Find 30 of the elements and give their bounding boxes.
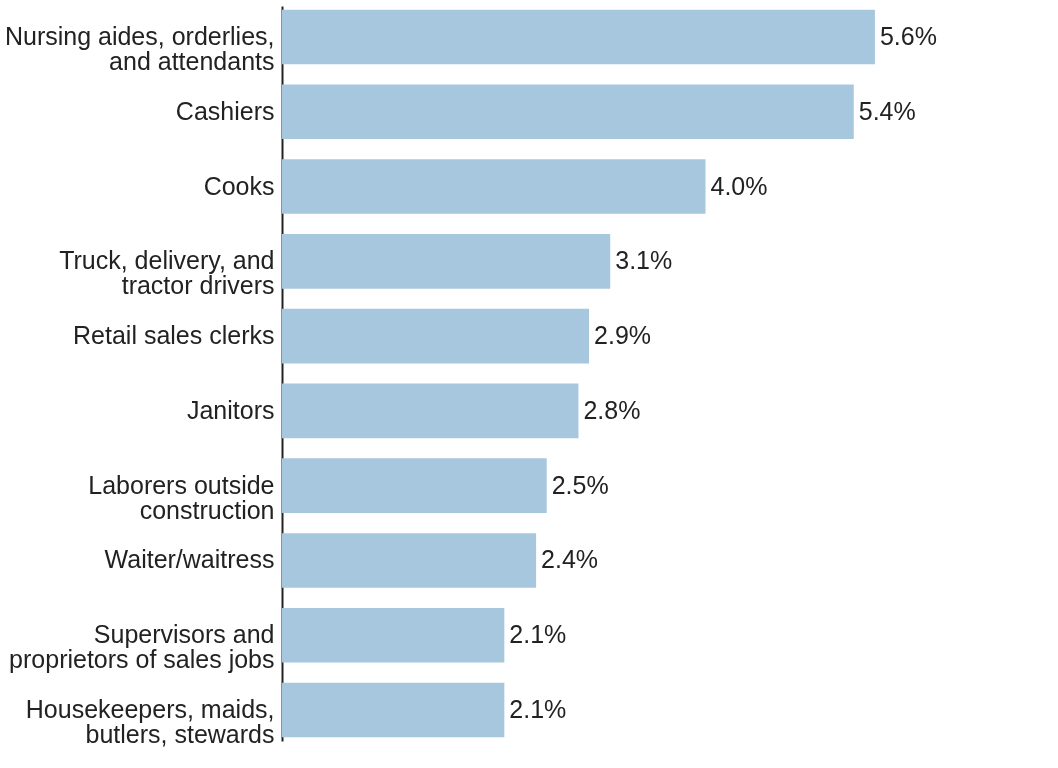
data-label: 3.1% <box>615 246 673 275</box>
data-label: 5.6% <box>879 22 937 51</box>
y-tick-label: Waiter/waitress <box>104 545 275 574</box>
data-label: 2.8% <box>583 395 641 424</box>
y-tick-label: Laborers outside construction <box>88 470 275 524</box>
data-label: 2.4% <box>541 545 599 574</box>
bar <box>282 383 579 439</box>
y-tick-label: Janitors <box>186 395 275 424</box>
data-label: 2.1% <box>509 694 567 723</box>
bar <box>282 234 611 289</box>
bar <box>282 9 875 65</box>
bar <box>282 607 505 663</box>
bar <box>282 682 505 738</box>
bar <box>282 308 590 364</box>
y-tick-label: Nursing aides, orderlies, and attendants <box>4 22 275 76</box>
data-label: 2.1% <box>509 620 567 649</box>
y-tick-label: Retail sales clerks <box>73 321 275 350</box>
bar <box>282 159 706 214</box>
bar <box>282 84 854 140</box>
data-label: 2.9% <box>594 321 652 350</box>
bar <box>282 458 547 513</box>
y-tick-label: Housekeepers, maids, butlers, stewards <box>25 694 275 748</box>
data-label: 2.5% <box>551 470 609 499</box>
y-tick-label: Truck, delivery, and tractor drivers <box>59 246 275 300</box>
bar <box>282 533 537 588</box>
y-tick-label: Cooks <box>203 171 275 200</box>
y-tick-label: Cashiers <box>175 96 275 125</box>
data-label: 4.0% <box>710 171 768 200</box>
y-tick-label: Supervisors and proprietors of sales jobs <box>9 620 275 674</box>
data-label: 5.4% <box>858 96 916 125</box>
